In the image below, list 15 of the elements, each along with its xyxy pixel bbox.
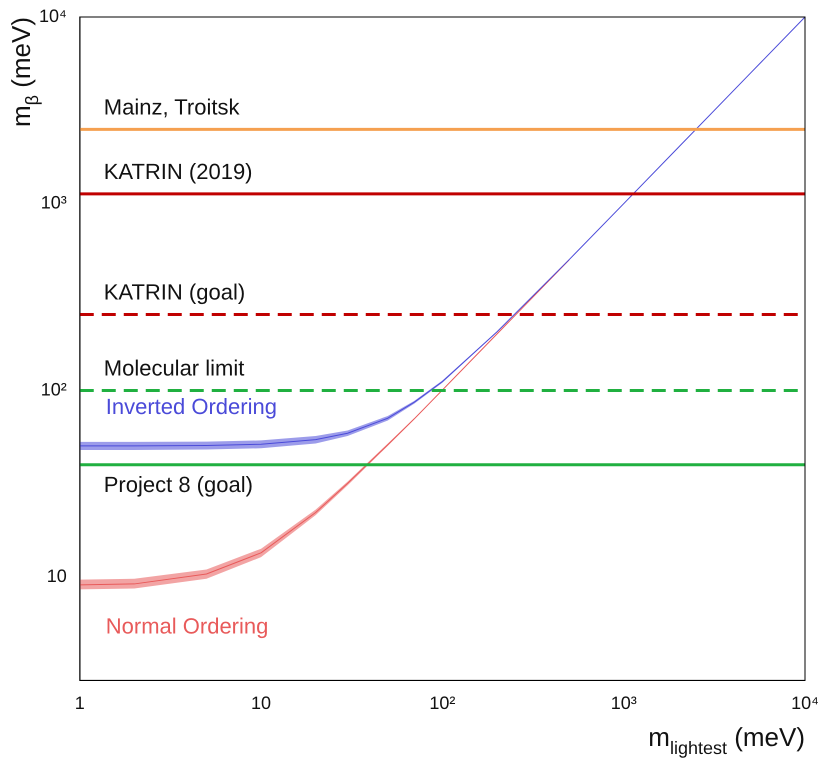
y-tick-label: 10³ — [40, 192, 67, 213]
x-tick-label: 1 — [74, 693, 85, 714]
ref-line-label: Molecular limit — [104, 356, 244, 381]
x-tick-label: 10 — [251, 693, 272, 714]
ref-line-label: KATRIN (2019) — [104, 158, 253, 184]
ref-line-label: Project 8 (goal) — [104, 472, 253, 497]
ref-line-label: KATRIN (goal) — [104, 280, 246, 305]
x-tick-label: 10⁴ — [791, 693, 819, 714]
y-tick-label: 10 — [46, 566, 67, 586]
series-label: Normal Ordering — [106, 613, 268, 638]
y-tick-label: 10² — [40, 379, 67, 400]
x-tick-label: 10³ — [610, 693, 637, 714]
series-label: Inverted Ordering — [106, 394, 277, 419]
ref-line-label: Mainz, Troitsk — [104, 94, 240, 120]
x-tick-label: 10² — [429, 693, 456, 714]
